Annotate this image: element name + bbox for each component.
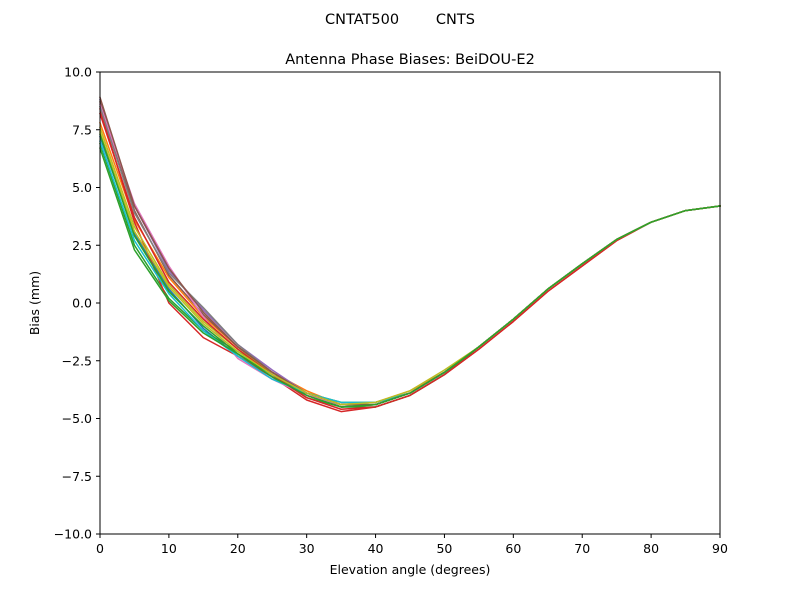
y-tick-label: −7.5 bbox=[62, 469, 92, 484]
x-tick-label: 60 bbox=[505, 541, 521, 556]
x-axis: 0 10 20 30 40 50 60 70 80 90 bbox=[96, 534, 728, 556]
y-tick-label: 2.5 bbox=[72, 238, 92, 253]
series-line-15 bbox=[99, 133, 721, 408]
y-tick-label: 10.0 bbox=[64, 65, 92, 80]
x-tick-label: 30 bbox=[299, 541, 315, 556]
x-tick-label: 10 bbox=[161, 541, 177, 556]
y-axis: −10.0 −7.5 −5.0 −2.5 0.0 2.5 5.0 7.5 10.0 bbox=[54, 65, 100, 542]
y-tick-label: 5.0 bbox=[72, 180, 92, 195]
x-tick-label: 40 bbox=[368, 541, 384, 556]
x-tick-label: 90 bbox=[712, 541, 728, 556]
y-tick-label: 0.0 bbox=[72, 296, 92, 311]
x-axis-label: Elevation angle (degrees) bbox=[330, 562, 491, 577]
y-tick-label: −2.5 bbox=[62, 353, 92, 368]
series-lines bbox=[99, 96, 721, 413]
x-tick-label: 50 bbox=[436, 541, 452, 556]
x-tick-label: 70 bbox=[574, 541, 590, 556]
chart-title: Antenna Phase Biases: BeiDOU-E2 bbox=[285, 52, 535, 68]
plot-background bbox=[100, 72, 720, 534]
y-tick-label: 7.5 bbox=[72, 122, 92, 137]
x-tick-label: 80 bbox=[643, 541, 659, 556]
y-tick-label: −10.0 bbox=[54, 527, 92, 542]
y-axis-label: Bias (mm) bbox=[27, 271, 42, 335]
figure-suptitle: CNTAT500 CNTS bbox=[325, 12, 475, 28]
plot-area bbox=[99, 71, 721, 535]
y-tick-label: −5.0 bbox=[62, 411, 92, 426]
x-tick-label: 0 bbox=[96, 541, 104, 556]
x-tick-label: 20 bbox=[230, 541, 246, 556]
series-line-12 bbox=[99, 112, 721, 411]
